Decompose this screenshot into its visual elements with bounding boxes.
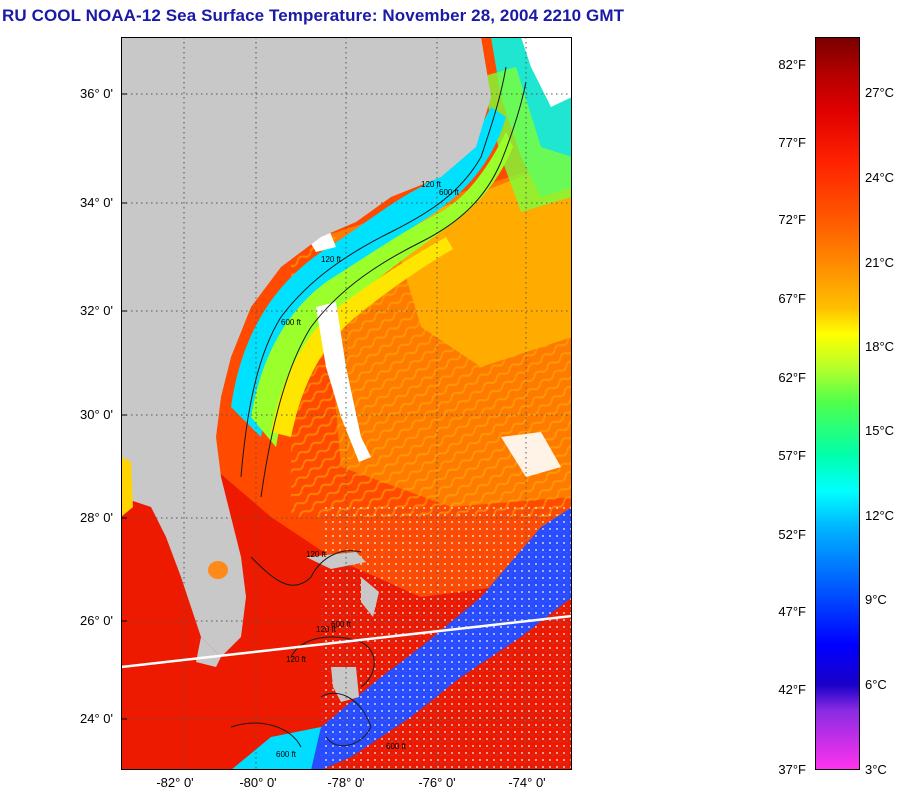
colorbar-label-c-9: 9°C: [865, 592, 887, 607]
colorbar-label-f-72: 72°F: [778, 212, 806, 227]
lat-label-32: 32° 0': [80, 303, 113, 318]
contour-label: 600 ft: [386, 742, 407, 751]
graticule: [121, 37, 572, 770]
lat-label-34: 34° 0': [80, 195, 113, 210]
shelf-green-band: [251, 132, 513, 447]
lat-label-26: 26° 0': [80, 613, 113, 628]
colorbar-label-f-62: 62°F: [778, 370, 806, 385]
cloud-feature-central: [316, 302, 371, 462]
lon-label-78: -78° 0': [327, 775, 365, 790]
contour-label: 600 ft: [276, 750, 297, 759]
lon-label-82: -82° 0': [156, 775, 194, 790]
map-frame: [121, 37, 572, 770]
colorbar-label-c-6: 6°C: [865, 677, 887, 692]
colorbar-label-f-47: 47°F: [778, 604, 806, 619]
colorbar-label-f-77: 77°F: [778, 135, 806, 150]
lon-label-74: -74° 0': [508, 775, 546, 790]
contour-label: 120 ft: [286, 655, 307, 664]
shelf-cool-band: [231, 107, 506, 437]
lat-label-28: 28° 0': [80, 510, 113, 525]
left-ticks: [121, 93, 127, 720]
colorbar-label-c-18: 18°C: [865, 339, 895, 354]
colorbar-label-c-3: 3°C: [865, 762, 887, 777]
satellite-track-line: [121, 614, 572, 669]
chart-title: RU COOL NOAA-12 Sea Surface Temperature:…: [2, 6, 625, 25]
colorbar-label-f-67: 67°F: [778, 291, 806, 306]
colorbar-label-f-82: 82°F: [778, 57, 806, 72]
northeast-green-water: [481, 67, 572, 212]
lat-label-24: 24° 0': [80, 711, 113, 726]
land-grand-bahama: [306, 552, 366, 569]
colorbar-label-c-12: 12°C: [865, 508, 895, 523]
land-southeast-us: [121, 37, 491, 657]
contour-label: 120 ft: [316, 625, 337, 634]
colorbar-label-c-27: 27°C: [865, 85, 895, 100]
contour-label: 600 ft: [281, 318, 302, 327]
cool-band-speckle: [321, 507, 572, 770]
lon-label-80: -80° 0': [239, 775, 277, 790]
northeast-clouds: [521, 37, 572, 107]
colorbar-label-f-52: 52°F: [778, 527, 806, 542]
contour-label: 120 ft: [306, 550, 327, 559]
land-florida-tip: [196, 637, 221, 667]
contour-label: 120 ft: [421, 180, 442, 189]
colorbar-label-c-15: 15°C: [865, 423, 895, 438]
cyan-patch: [231, 727, 321, 770]
contour-label: 600 ft: [331, 620, 352, 629]
land-gulf-coast-left: [121, 457, 133, 517]
colorbar-label-f-37: 37°F: [778, 762, 806, 777]
lat-label-30: 30° 0': [80, 407, 113, 422]
temperature-colorbar: [815, 37, 860, 770]
contour-label: 120 ft: [321, 255, 342, 264]
land-abaco: [361, 577, 379, 617]
colorbar-label-f-57: 57°F: [778, 448, 806, 463]
colorbar-label-f-42: 42°F: [778, 682, 806, 697]
cloud-feature-east: [501, 432, 561, 477]
sst-map[interactable]: 120 ft 600 ft 120 ft 600 ft 120 ft 600 f…: [121, 37, 572, 770]
lake-okeechobee: [208, 561, 228, 579]
lon-label-76: -76° 0': [418, 775, 456, 790]
colorbar-label-c-21: 21°C: [865, 255, 895, 270]
colorbar-label-c-24: 24°C: [865, 170, 895, 185]
contour-label: 600 ft: [439, 188, 460, 197]
lat-label-36: 36° 0': [80, 86, 113, 101]
shelf-yellow-band: [271, 237, 453, 437]
bathymetry-contours: [230, 66, 527, 748]
